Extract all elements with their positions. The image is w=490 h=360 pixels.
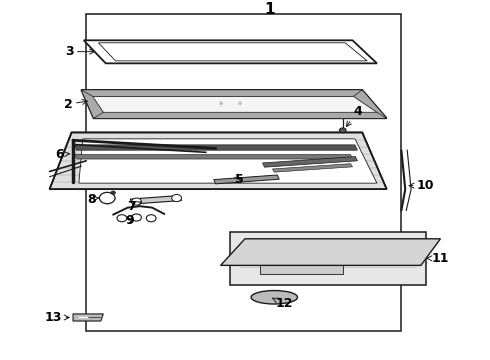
Text: 5: 5 xyxy=(234,173,244,186)
Polygon shape xyxy=(260,262,343,274)
Polygon shape xyxy=(75,154,352,159)
Polygon shape xyxy=(84,40,377,63)
Polygon shape xyxy=(230,232,426,285)
Polygon shape xyxy=(94,112,387,118)
Text: 4: 4 xyxy=(346,105,362,126)
Text: 11: 11 xyxy=(427,252,449,265)
Text: 6: 6 xyxy=(55,148,70,161)
Polygon shape xyxy=(220,239,441,265)
Text: 1: 1 xyxy=(264,2,275,17)
Polygon shape xyxy=(73,314,103,321)
Text: ♦: ♦ xyxy=(218,101,224,107)
Circle shape xyxy=(99,192,115,204)
Polygon shape xyxy=(79,139,377,183)
Text: 7: 7 xyxy=(127,200,142,213)
Polygon shape xyxy=(130,195,181,204)
Polygon shape xyxy=(49,132,387,189)
Text: 9: 9 xyxy=(126,213,134,226)
Polygon shape xyxy=(81,90,362,96)
Text: 8: 8 xyxy=(87,193,98,206)
Polygon shape xyxy=(81,90,103,118)
Text: 12: 12 xyxy=(272,297,293,310)
Circle shape xyxy=(172,194,181,202)
Text: 2: 2 xyxy=(64,98,87,111)
Polygon shape xyxy=(81,90,387,118)
Text: ♦: ♦ xyxy=(237,101,243,107)
Bar xyxy=(86,14,401,331)
Circle shape xyxy=(132,198,142,205)
Circle shape xyxy=(339,128,346,133)
Polygon shape xyxy=(272,164,352,172)
Ellipse shape xyxy=(251,291,297,304)
Polygon shape xyxy=(353,90,387,118)
Circle shape xyxy=(147,215,156,222)
Polygon shape xyxy=(263,157,357,167)
Text: 3: 3 xyxy=(65,45,95,58)
Polygon shape xyxy=(214,175,279,184)
Circle shape xyxy=(111,191,116,194)
Text: 13: 13 xyxy=(45,311,69,324)
Circle shape xyxy=(132,214,142,221)
Circle shape xyxy=(117,215,127,222)
Text: 10: 10 xyxy=(409,179,435,192)
Polygon shape xyxy=(75,145,357,150)
